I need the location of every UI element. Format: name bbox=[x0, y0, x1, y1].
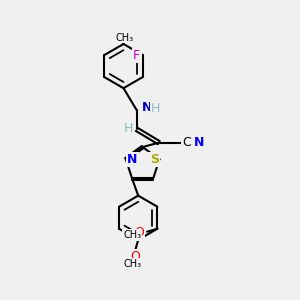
Text: O: O bbox=[134, 226, 144, 239]
Text: CH₃: CH₃ bbox=[123, 230, 141, 240]
Text: H: H bbox=[124, 122, 133, 135]
Text: CH₃: CH₃ bbox=[116, 32, 134, 43]
Text: F: F bbox=[133, 49, 140, 62]
Text: S: S bbox=[150, 153, 159, 166]
Text: N: N bbox=[194, 136, 204, 149]
Text: H: H bbox=[151, 102, 160, 115]
Text: CH₃: CH₃ bbox=[123, 259, 141, 269]
Text: N: N bbox=[142, 101, 152, 114]
Text: N: N bbox=[127, 153, 137, 166]
Text: O: O bbox=[130, 250, 140, 263]
Text: C: C bbox=[182, 136, 191, 149]
